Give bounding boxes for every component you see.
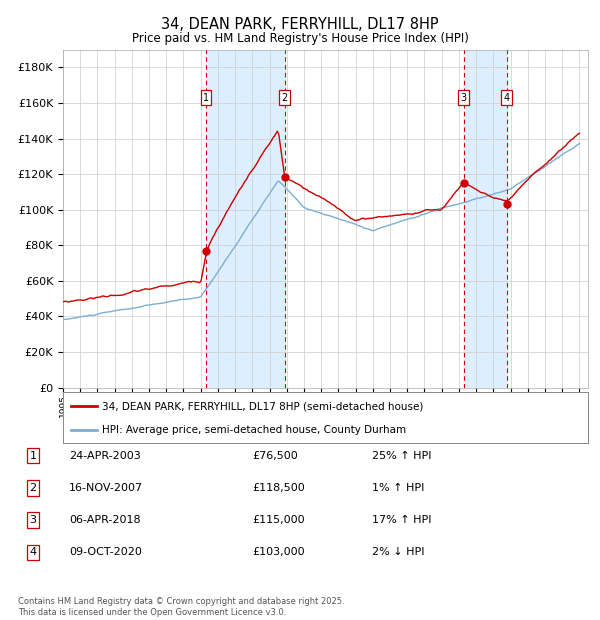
Text: 06-APR-2018: 06-APR-2018 bbox=[69, 515, 140, 525]
Text: Contains HM Land Registry data © Crown copyright and database right 2025.
This d: Contains HM Land Registry data © Crown c… bbox=[18, 598, 344, 617]
Text: £76,500: £76,500 bbox=[252, 451, 298, 461]
Text: 34, DEAN PARK, FERRYHILL, DL17 8HP: 34, DEAN PARK, FERRYHILL, DL17 8HP bbox=[161, 17, 439, 32]
Text: 4: 4 bbox=[29, 547, 37, 557]
Text: 2% ↓ HPI: 2% ↓ HPI bbox=[372, 547, 425, 557]
Bar bbox=[464, 50, 506, 388]
Text: 1: 1 bbox=[203, 92, 209, 103]
Text: 1% ↑ HPI: 1% ↑ HPI bbox=[372, 483, 424, 493]
Text: 3: 3 bbox=[29, 515, 37, 525]
Text: 1: 1 bbox=[29, 451, 37, 461]
Text: 09-OCT-2020: 09-OCT-2020 bbox=[69, 547, 142, 557]
Text: 16-NOV-2007: 16-NOV-2007 bbox=[69, 483, 143, 493]
Text: HPI: Average price, semi-detached house, County Durham: HPI: Average price, semi-detached house,… bbox=[103, 425, 407, 435]
Text: 34, DEAN PARK, FERRYHILL, DL17 8HP (semi-detached house): 34, DEAN PARK, FERRYHILL, DL17 8HP (semi… bbox=[103, 401, 424, 411]
Text: 17% ↑ HPI: 17% ↑ HPI bbox=[372, 515, 431, 525]
Text: 2: 2 bbox=[29, 483, 37, 493]
Text: Price paid vs. HM Land Registry's House Price Index (HPI): Price paid vs. HM Land Registry's House … bbox=[131, 32, 469, 45]
Text: £103,000: £103,000 bbox=[252, 547, 305, 557]
Text: 4: 4 bbox=[503, 92, 509, 103]
Text: 3: 3 bbox=[460, 92, 467, 103]
Text: 24-APR-2003: 24-APR-2003 bbox=[69, 451, 141, 461]
Text: 2: 2 bbox=[281, 92, 288, 103]
Bar bbox=[206, 50, 285, 388]
Text: 25% ↑ HPI: 25% ↑ HPI bbox=[372, 451, 431, 461]
Text: £115,000: £115,000 bbox=[252, 515, 305, 525]
Text: £118,500: £118,500 bbox=[252, 483, 305, 493]
